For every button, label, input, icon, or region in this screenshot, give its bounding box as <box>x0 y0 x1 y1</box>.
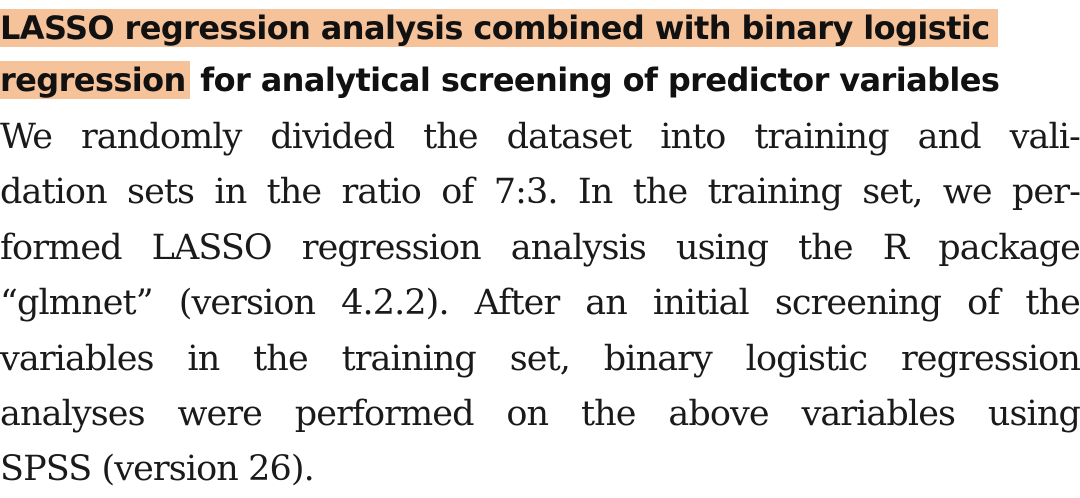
paragraph-line: We randomly divided the dataset into tra… <box>0 117 1080 157</box>
paragraph-line: formed LASSO regression analysis using t… <box>0 227 1080 268</box>
paragraph-line: analyses were performed on the above var… <box>0 394 1080 435</box>
paragraph-line: SPSS (version 26). <box>0 449 315 490</box>
heading-highlight-line2: regression <box>0 61 190 99</box>
heading-rest: for analytical screening of predictor va… <box>189 61 1000 99</box>
paragraph-line: “glmnet” (version 4.2.2). After an initi… <box>0 283 1080 324</box>
section-heading: LASSO regression analysis combined with … <box>0 2 1080 106</box>
section-paragraph: We randomly divided the dataset into tra… <box>0 110 1080 498</box>
heading-highlight-line1: LASSO regression analysis combined with … <box>0 9 998 47</box>
paragraph-line: dation sets in the ratio of 7:3. In the … <box>0 172 1080 213</box>
paragraph-line: variables in the training set, binary lo… <box>0 338 1080 379</box>
